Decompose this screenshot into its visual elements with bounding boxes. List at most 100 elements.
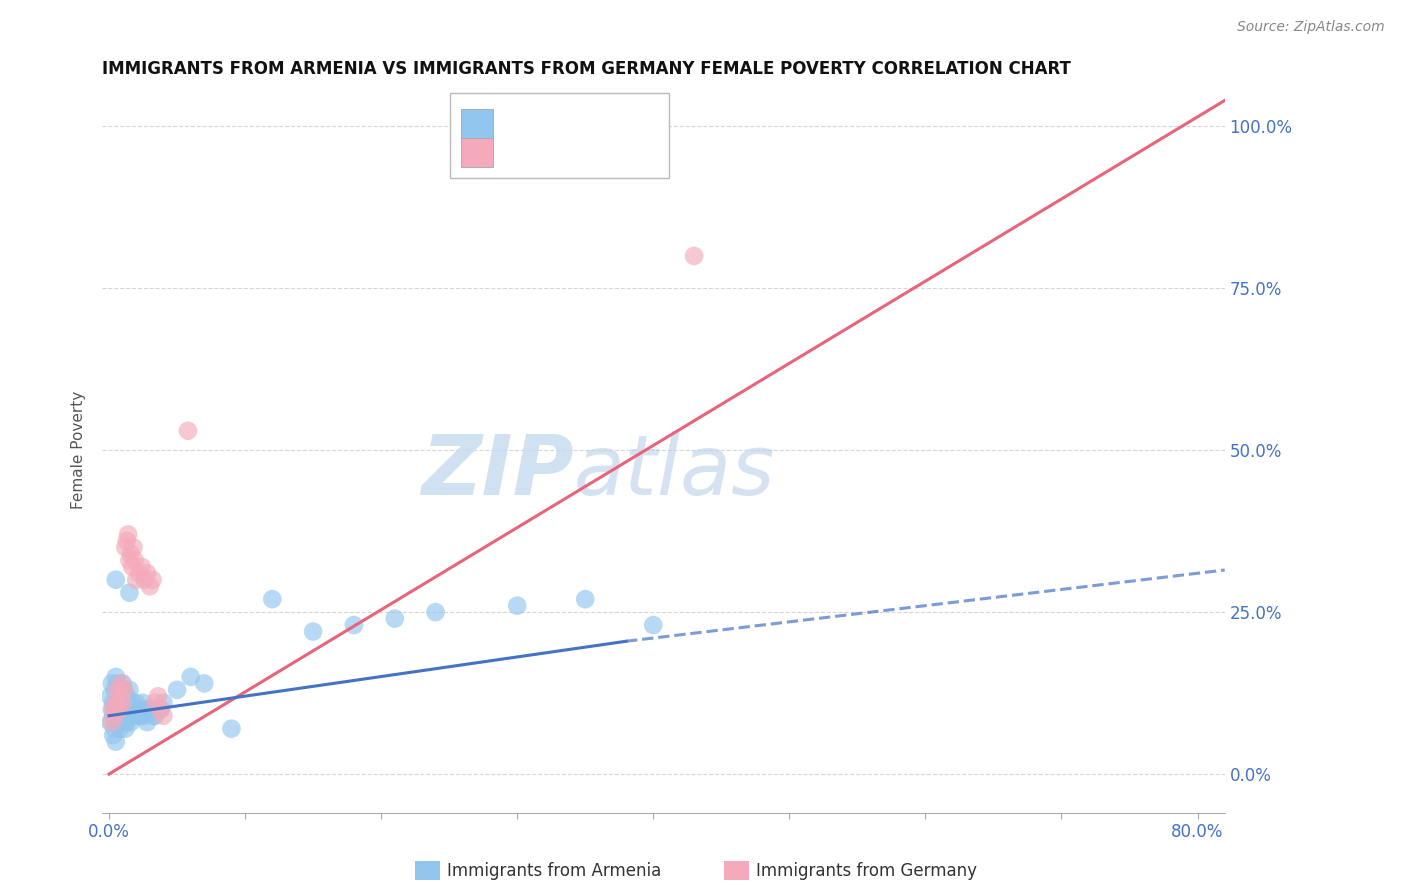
Text: N =: N = — [596, 115, 633, 133]
Point — [180, 670, 202, 684]
Point — [127, 702, 149, 716]
Point — [103, 722, 125, 736]
FancyBboxPatch shape — [461, 109, 494, 138]
Point — [108, 722, 131, 736]
Point — [111, 676, 134, 690]
Point — [118, 708, 141, 723]
Point — [131, 708, 153, 723]
Point — [643, 618, 665, 632]
Point — [166, 682, 188, 697]
Point — [142, 573, 165, 587]
Point — [118, 682, 141, 697]
Point — [142, 708, 165, 723]
Point — [149, 702, 172, 716]
Point — [104, 696, 127, 710]
Point — [115, 690, 138, 704]
Point — [104, 670, 127, 684]
Point — [107, 715, 129, 730]
Point — [114, 696, 136, 710]
Point — [124, 553, 146, 567]
Point — [101, 696, 124, 710]
Point — [110, 676, 132, 690]
Point — [114, 722, 136, 736]
Point — [118, 585, 141, 599]
Point — [193, 676, 215, 690]
Point — [112, 708, 135, 723]
FancyBboxPatch shape — [461, 138, 494, 168]
Point — [110, 708, 132, 723]
Text: R =: R = — [501, 115, 537, 133]
Text: IMMIGRANTS FROM ARMENIA VS IMMIGRANTS FROM GERMANY FEMALE POVERTY CORRELATION CH: IMMIGRANTS FROM ARMENIA VS IMMIGRANTS FR… — [103, 60, 1071, 78]
Point — [143, 708, 166, 723]
Point — [506, 599, 529, 613]
Point — [110, 682, 132, 697]
Point — [105, 682, 128, 697]
Point — [100, 690, 122, 704]
Y-axis label: Female Poverty: Female Poverty — [72, 391, 86, 509]
Point — [100, 676, 122, 690]
Point — [121, 696, 143, 710]
Point — [111, 715, 134, 730]
Point — [177, 424, 200, 438]
Point — [114, 541, 136, 555]
Text: 64: 64 — [633, 115, 657, 133]
Point — [128, 566, 150, 581]
Text: R =: R = — [501, 144, 537, 161]
Text: 0.817: 0.817 — [540, 144, 592, 161]
Point — [221, 722, 243, 736]
Text: N =: N = — [596, 144, 633, 161]
Point — [108, 696, 131, 710]
Point — [115, 533, 138, 548]
Point — [302, 624, 325, 639]
Point — [343, 618, 366, 632]
Point — [115, 715, 138, 730]
Text: atlas: atlas — [574, 432, 775, 513]
Point — [112, 682, 135, 697]
Point — [683, 249, 706, 263]
Point — [425, 605, 447, 619]
Point — [124, 708, 146, 723]
Point — [128, 708, 150, 723]
Point — [135, 702, 157, 716]
Point — [104, 573, 127, 587]
Text: Immigrants from Germany: Immigrants from Germany — [756, 862, 977, 880]
Point — [125, 696, 148, 710]
Point — [574, 592, 596, 607]
Point — [107, 690, 129, 704]
Point — [105, 676, 128, 690]
Point — [100, 702, 122, 716]
Point — [101, 728, 124, 742]
Point — [152, 696, 174, 710]
Point — [149, 702, 172, 716]
Point — [104, 734, 127, 748]
Point — [122, 541, 145, 555]
FancyBboxPatch shape — [450, 93, 669, 178]
Point — [108, 690, 131, 704]
Point — [105, 702, 128, 716]
Point — [101, 708, 124, 723]
Text: ZIP: ZIP — [420, 432, 574, 513]
Point — [131, 559, 153, 574]
Point — [117, 527, 139, 541]
Point — [112, 682, 135, 697]
Point — [136, 715, 159, 730]
Text: 31: 31 — [633, 144, 657, 161]
Point — [146, 702, 169, 716]
Point — [121, 559, 143, 574]
Point — [100, 715, 122, 730]
Point — [104, 715, 127, 730]
Point — [134, 708, 156, 723]
Point — [262, 592, 284, 607]
Text: Source: ZipAtlas.com: Source: ZipAtlas.com — [1237, 20, 1385, 34]
Point — [111, 696, 134, 710]
Point — [134, 573, 156, 587]
Point — [152, 708, 174, 723]
Text: Immigrants from Armenia: Immigrants from Armenia — [447, 862, 661, 880]
Text: 0.182: 0.182 — [540, 115, 592, 133]
Point — [120, 547, 142, 561]
Point — [118, 553, 141, 567]
Point — [136, 566, 159, 581]
Point — [129, 702, 152, 716]
Point — [143, 696, 166, 710]
Point — [139, 702, 162, 716]
